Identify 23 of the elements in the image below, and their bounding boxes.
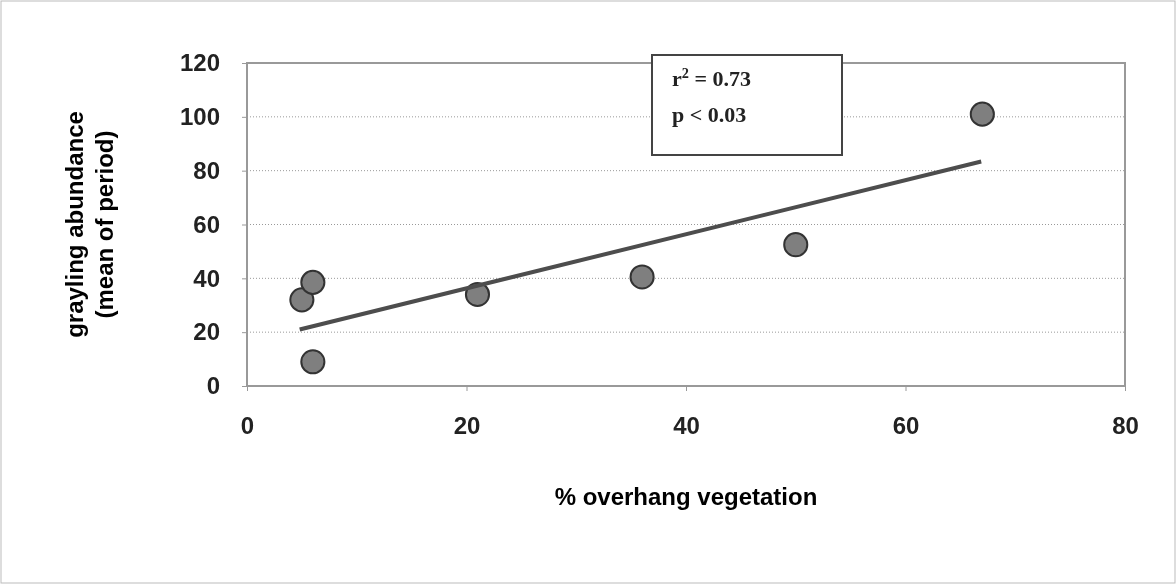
point <box>783 232 809 258</box>
point <box>629 264 655 290</box>
point <box>300 269 326 295</box>
y-tick-label: 20 <box>193 318 220 346</box>
y-tick-label: 40 <box>193 264 220 292</box>
y-tick-label: 60 <box>193 210 220 238</box>
y-tick-label: 80 <box>193 156 220 184</box>
point <box>289 287 315 313</box>
annotation: r$^{2}$ = 0.73 <box>672 65 751 91</box>
x-tick-label: 60 <box>892 412 920 440</box>
annotation: p < 0.03 <box>672 102 747 127</box>
y-axis-title: grayling abundance (mean of period) <box>61 111 118 338</box>
text-box: r$^{2}$ = 0.73 p < 0.03 <box>651 54 843 156</box>
x-axis-title: % overhang vegetation <box>554 483 818 510</box>
y-tick-label: 0 <box>206 372 220 400</box>
x-tick-label: 80 <box>1112 412 1139 440</box>
y-tick-label: 100 <box>179 103 220 131</box>
x-tick-label: 40 <box>673 412 700 440</box>
x-tick-label: 0 <box>240 412 255 440</box>
point <box>300 349 326 375</box>
y-tick-label: 120 <box>179 49 220 77</box>
point <box>969 101 995 127</box>
x-tick-label: 20 <box>453 412 481 440</box>
